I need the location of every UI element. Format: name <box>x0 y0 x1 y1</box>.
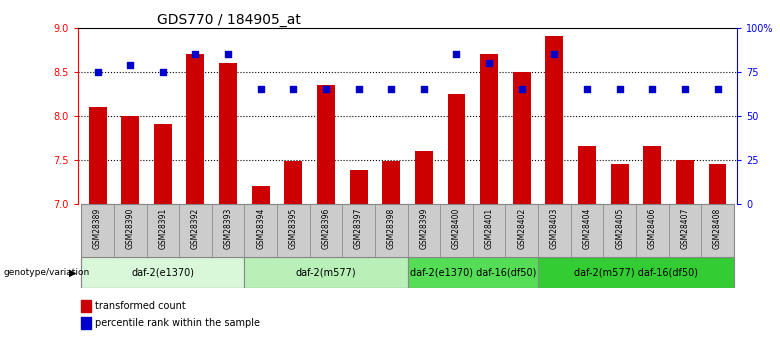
Bar <box>285 161 303 204</box>
Bar <box>244 204 277 257</box>
Bar <box>603 204 636 257</box>
Point <box>516 86 528 92</box>
Bar <box>81 317 91 329</box>
Text: GSM28399: GSM28399 <box>420 208 428 249</box>
Bar <box>644 146 661 204</box>
Bar <box>342 204 375 257</box>
Bar <box>121 116 139 204</box>
Bar <box>147 204 179 257</box>
Bar <box>407 257 538 288</box>
Bar <box>375 204 407 257</box>
Text: daf-2(e1370) daf-16(df50): daf-2(e1370) daf-16(df50) <box>410 268 536 277</box>
Bar <box>349 170 367 204</box>
Point <box>483 60 495 66</box>
Bar <box>538 257 734 288</box>
Bar <box>480 54 498 204</box>
Bar <box>571 204 603 257</box>
Text: GSM28389: GSM28389 <box>93 208 102 249</box>
Text: GSM28400: GSM28400 <box>452 208 461 249</box>
Text: GSM28396: GSM28396 <box>321 208 331 249</box>
Text: GSM28401: GSM28401 <box>484 208 494 249</box>
Bar <box>252 186 270 204</box>
Point <box>646 86 658 92</box>
Point <box>124 62 136 67</box>
Bar <box>611 164 629 204</box>
Bar <box>244 257 407 288</box>
Bar <box>81 257 244 288</box>
Bar <box>545 36 563 204</box>
Point <box>157 69 169 75</box>
Bar <box>154 125 172 204</box>
Bar <box>448 93 466 204</box>
Bar <box>317 85 335 204</box>
Text: daf-2(e1370): daf-2(e1370) <box>131 268 194 277</box>
Text: GSM28398: GSM28398 <box>387 208 395 249</box>
Point <box>417 86 430 92</box>
Bar <box>277 204 310 257</box>
Bar <box>512 72 530 204</box>
Text: ▶: ▶ <box>69 268 76 277</box>
Bar <box>636 204 668 257</box>
Point <box>613 86 626 92</box>
Text: GSM28390: GSM28390 <box>126 208 135 249</box>
Bar <box>179 204 212 257</box>
Point <box>679 86 691 92</box>
Bar <box>212 204 244 257</box>
Text: GSM28402: GSM28402 <box>517 208 526 249</box>
Bar <box>676 159 694 204</box>
Point <box>581 86 594 92</box>
Text: GSM28405: GSM28405 <box>615 208 624 249</box>
Text: genotype/variation: genotype/variation <box>4 268 90 277</box>
Point <box>711 86 724 92</box>
Bar <box>415 151 433 204</box>
Bar <box>114 204 147 257</box>
Text: GDS770 / 184905_at: GDS770 / 184905_at <box>157 12 301 27</box>
Point <box>353 86 365 92</box>
Bar <box>668 204 701 257</box>
Bar <box>310 204 342 257</box>
Point <box>320 86 332 92</box>
Text: GSM28408: GSM28408 <box>713 208 722 249</box>
Bar <box>538 204 571 257</box>
Text: daf-2(m577) daf-16(df50): daf-2(m577) daf-16(df50) <box>574 268 698 277</box>
Text: GSM28394: GSM28394 <box>256 208 265 249</box>
Bar <box>89 107 107 204</box>
Text: GSM28395: GSM28395 <box>289 208 298 249</box>
Point <box>450 51 463 57</box>
Bar <box>186 54 204 204</box>
Bar <box>578 146 596 204</box>
Bar <box>473 204 505 257</box>
Text: GSM28403: GSM28403 <box>550 208 559 249</box>
Bar <box>440 204 473 257</box>
Point <box>287 86 300 92</box>
Point <box>222 51 234 57</box>
Text: percentile rank within the sample: percentile rank within the sample <box>95 318 261 328</box>
Bar <box>708 164 726 204</box>
Bar <box>701 204 734 257</box>
Text: GSM28393: GSM28393 <box>224 208 232 249</box>
Text: GSM28392: GSM28392 <box>191 208 200 249</box>
Point <box>190 51 202 57</box>
Point <box>91 69 104 75</box>
Text: daf-2(m577): daf-2(m577) <box>296 268 356 277</box>
Bar <box>505 204 538 257</box>
Bar <box>219 63 237 204</box>
Text: GSM28397: GSM28397 <box>354 208 363 249</box>
Text: transformed count: transformed count <box>95 301 186 311</box>
Text: GSM28391: GSM28391 <box>158 208 168 249</box>
Point <box>385 86 398 92</box>
Bar <box>407 204 440 257</box>
Bar <box>81 300 91 312</box>
Bar <box>382 161 400 204</box>
Text: GSM28404: GSM28404 <box>583 208 591 249</box>
Point <box>254 86 267 92</box>
Bar <box>81 204 114 257</box>
Point <box>548 51 561 57</box>
Text: GSM28407: GSM28407 <box>680 208 690 249</box>
Text: GSM28406: GSM28406 <box>647 208 657 249</box>
